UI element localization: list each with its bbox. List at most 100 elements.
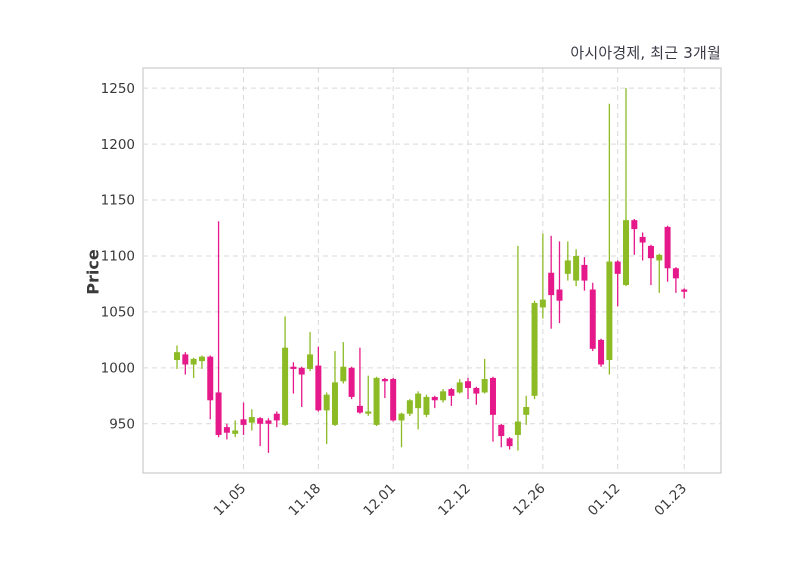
candle-body — [223, 427, 230, 433]
candle-body — [257, 418, 264, 424]
candle-down — [664, 225, 671, 282]
candle-body — [598, 339, 605, 365]
candle-up — [564, 241, 571, 281]
y-axis-label: Price — [83, 249, 103, 295]
candle-down — [581, 257, 588, 291]
candle-down — [215, 221, 222, 438]
candle-up — [440, 389, 447, 403]
candle-body — [190, 358, 197, 365]
candle-up — [523, 395, 530, 425]
candle-body — [365, 411, 372, 414]
candle-up — [456, 379, 463, 394]
candle-down — [589, 282, 596, 352]
candle-body — [356, 405, 363, 413]
candle-body — [340, 366, 347, 382]
candle-up — [573, 249, 580, 287]
candle-body — [331, 382, 338, 425]
candle-body — [623, 220, 630, 286]
candle-body — [248, 417, 255, 423]
candle-body — [548, 272, 555, 296]
candle-body — [456, 382, 463, 393]
candle-down — [448, 387, 455, 406]
candle-body — [423, 396, 430, 415]
candle-up — [606, 103, 613, 375]
candle-up — [373, 376, 380, 427]
candle-down — [257, 417, 264, 447]
candle-down — [265, 418, 272, 453]
candle-down — [431, 395, 438, 409]
candle-down — [290, 362, 297, 394]
y-tick-label: 1250 — [101, 81, 135, 97]
candle-body — [531, 302, 538, 396]
candle-up — [323, 392, 330, 444]
candle-body — [498, 424, 505, 437]
candle-body — [581, 264, 588, 281]
candle-body — [307, 354, 314, 369]
candle-body — [489, 377, 496, 415]
candle-up — [514, 245, 521, 451]
candle-up — [406, 399, 413, 416]
y-tick-label: 1000 — [101, 361, 135, 377]
candle-up — [232, 420, 239, 438]
candle-down — [614, 260, 621, 307]
candle-down — [356, 347, 363, 414]
candle-down — [672, 267, 679, 293]
x-tick-label: 11.05 — [211, 481, 250, 520]
candle-body — [232, 430, 239, 434]
y-tick-label: 950 — [109, 416, 135, 432]
candle-up — [531, 300, 538, 400]
candle-up — [340, 342, 347, 384]
candle-down — [315, 346, 322, 412]
candle-body — [506, 438, 513, 447]
candle-down — [348, 366, 355, 400]
candle-body — [448, 389, 455, 396]
candle-body — [556, 289, 563, 301]
candle-down — [548, 235, 555, 329]
candle-up — [539, 233, 546, 319]
candle-up — [423, 394, 430, 418]
candle-down — [182, 352, 189, 375]
candle-body — [647, 245, 654, 259]
candle-down — [498, 423, 505, 448]
candle-down — [681, 288, 688, 299]
candle-body — [481, 379, 488, 393]
candle-body — [415, 393, 422, 409]
candle-body — [589, 289, 596, 349]
candle-body — [514, 421, 521, 435]
candle-body — [315, 365, 322, 411]
candle-body — [681, 289, 688, 292]
candle-body — [639, 236, 646, 243]
candle-up — [198, 355, 205, 369]
candle-down — [273, 411, 280, 428]
x-tick-label: 12.26 — [510, 481, 549, 520]
x-tick-label: 11.18 — [286, 481, 325, 520]
candle-up — [248, 409, 255, 431]
candle-down — [473, 386, 480, 405]
candle-body — [606, 261, 613, 361]
candle-down — [223, 423, 230, 440]
candle-up — [623, 88, 630, 287]
candle-body — [265, 420, 272, 424]
candle-body — [398, 413, 405, 421]
candle-body — [656, 254, 663, 261]
candle-down — [390, 377, 397, 422]
candle-body — [523, 406, 530, 415]
candle-body — [207, 356, 214, 401]
plot-border — [142, 67, 722, 474]
candle-down — [489, 376, 496, 442]
candle-body — [174, 352, 180, 361]
candle-body — [473, 387, 480, 394]
candle-body — [406, 400, 413, 414]
y-tick-label: 1200 — [101, 137, 135, 153]
candle-body — [373, 377, 380, 425]
candle-up — [190, 357, 197, 378]
candle-body — [323, 394, 330, 411]
candle-up — [307, 332, 314, 372]
x-tick-label: 01.12 — [585, 481, 624, 520]
candle-up — [331, 351, 338, 427]
candle-up — [481, 358, 488, 394]
candle-down — [465, 377, 472, 400]
candle-body — [215, 392, 222, 435]
candle-down — [598, 338, 605, 367]
